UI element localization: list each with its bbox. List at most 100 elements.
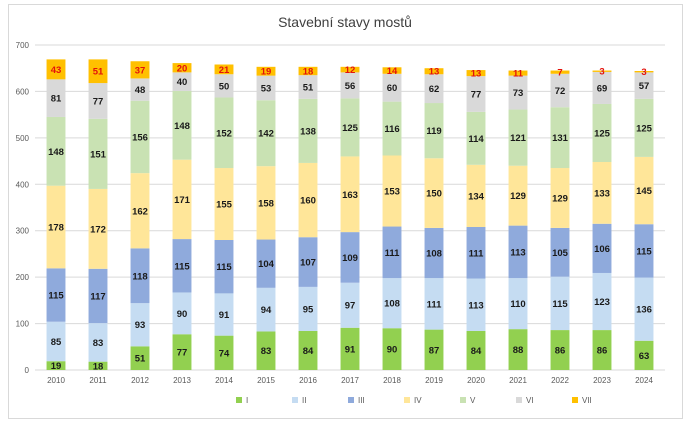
bar-segment: [634, 72, 654, 99]
bar-segment: [214, 240, 234, 294]
legend-label: VI: [526, 396, 534, 405]
y-tick-label: 600: [16, 87, 30, 96]
legend-swatch: [572, 397, 578, 403]
bar-segment: [592, 103, 612, 162]
data-label: 160: [300, 196, 316, 207]
bar-segment: [382, 73, 402, 102]
bar-segment: [634, 224, 654, 278]
data-label: 131: [552, 133, 569, 144]
bar-segment: [592, 223, 612, 273]
bar-segment: [508, 75, 528, 110]
bar-segment: [550, 276, 570, 331]
bar-segment: [130, 78, 150, 101]
data-label: 117: [90, 291, 105, 302]
bar-segment: [130, 346, 150, 370]
bar-segment: [256, 239, 276, 288]
data-label: 136: [636, 305, 652, 316]
data-label: 77: [93, 96, 104, 107]
data-label: 123: [594, 297, 610, 308]
data-label: 119: [426, 126, 441, 137]
data-label: 73: [513, 88, 524, 99]
bar-segment: [340, 72, 360, 99]
data-label: 108: [426, 249, 442, 260]
bar-segment: [340, 327, 360, 370]
bar-segment: [298, 286, 318, 331]
legend-label: I: [246, 396, 248, 405]
bar-segment: [256, 166, 276, 240]
data-label: 87: [429, 345, 440, 356]
bar-segment: [424, 227, 444, 279]
bar-segment: [214, 168, 234, 240]
data-label: 152: [216, 128, 232, 139]
x-tick-label: 2023: [593, 376, 611, 385]
bar-segment: [424, 278, 444, 330]
bar-segment: [382, 278, 402, 329]
bar-segment: [634, 156, 654, 225]
data-label: 115: [636, 246, 652, 257]
bar-segment: [466, 278, 486, 331]
data-label: 138: [300, 126, 316, 137]
bar-segment: [298, 162, 318, 238]
data-label: 129: [552, 193, 568, 204]
data-label: 104: [258, 259, 275, 270]
data-label: 72: [555, 86, 566, 97]
legend-swatch: [460, 397, 466, 403]
data-label: 13: [471, 69, 482, 80]
data-label: 145: [636, 186, 653, 197]
data-label: 77: [471, 89, 482, 100]
x-tick-label: 2011: [89, 376, 107, 385]
bar-segment: [172, 159, 192, 240]
y-tick-label: 300: [16, 227, 30, 236]
x-tick-label: 2022: [551, 376, 569, 385]
data-label: 95: [303, 304, 314, 315]
data-label: 111: [427, 299, 443, 310]
data-label: 51: [135, 354, 146, 365]
bar-segment: [466, 70, 486, 77]
data-label: 83: [93, 338, 104, 349]
data-label: 115: [552, 299, 568, 310]
data-label: 156: [132, 132, 148, 143]
data-label: 20: [177, 63, 188, 74]
bar-segment: [298, 75, 318, 99]
data-label: 63: [639, 351, 650, 362]
data-label: 111: [385, 248, 401, 259]
bar-segment: [634, 98, 654, 157]
bar-segment: [88, 361, 108, 370]
bar-segment: [256, 66, 276, 76]
bar-segment: [466, 76, 486, 112]
data-label: 13: [429, 67, 440, 78]
data-label: 151: [90, 149, 107, 160]
data-label: 171: [174, 195, 191, 206]
bar-segment: [88, 268, 108, 324]
data-label: 19: [261, 67, 272, 78]
data-label: 56: [345, 81, 356, 92]
data-label: 178: [48, 223, 64, 234]
x-tick-label: 2019: [425, 376, 443, 385]
data-label: 113: [510, 247, 525, 258]
data-label: 85: [51, 337, 62, 348]
y-tick-label: 200: [16, 273, 30, 282]
bar-segment: [382, 328, 402, 370]
data-label: 40: [177, 77, 188, 88]
bar-segment: [592, 330, 612, 370]
data-label: 153: [384, 187, 400, 198]
legend-label: III: [358, 396, 365, 405]
data-label: 7: [557, 68, 562, 79]
bar-segment: [382, 155, 402, 227]
bar-segment: [88, 83, 108, 119]
y-tick-label: 500: [16, 134, 30, 143]
bar-segment: [424, 74, 444, 104]
bar-segment: [298, 331, 318, 370]
data-label: 51: [303, 83, 314, 94]
bar-segment: [550, 168, 570, 228]
bar-segment: [46, 79, 66, 117]
data-label: 162: [132, 206, 148, 217]
data-label: 116: [384, 124, 399, 135]
data-label: 115: [48, 291, 64, 302]
bar-segment: [382, 67, 402, 74]
bar-segment: [46, 268, 66, 322]
bar-segment: [424, 68, 444, 75]
data-label: 142: [258, 129, 274, 140]
bar-segment: [256, 100, 276, 167]
bars: 1985115178148814318831171721517751519311…: [46, 59, 654, 372]
